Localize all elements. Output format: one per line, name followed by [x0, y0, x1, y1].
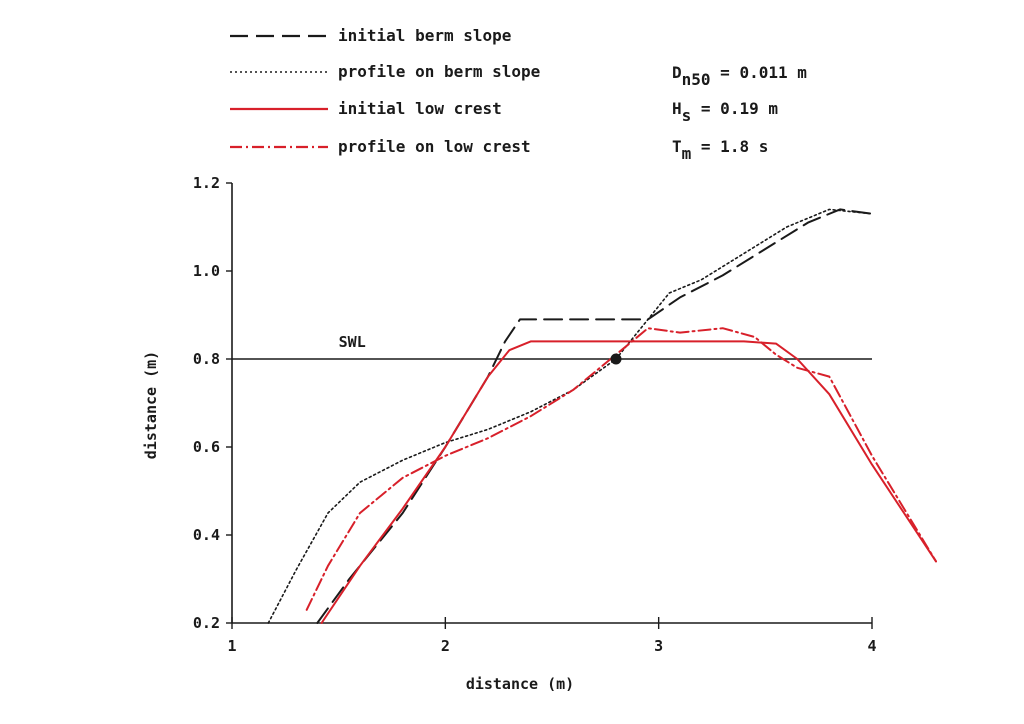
parameter-symbol: T: [672, 137, 682, 156]
parameter-subscript: m: [682, 144, 692, 163]
series-shadow-initial-low-crest: [321, 340, 937, 624]
parameter-subscript: n50: [682, 70, 711, 89]
parameter-value: = 1.8 s: [691, 137, 768, 156]
plot-area: SWL: [232, 208, 937, 624]
parameter-symbol: D: [672, 63, 682, 82]
swl-label: SWL: [339, 333, 366, 351]
parameter-text: Tm = 1.8 s: [672, 137, 768, 163]
x-tick-label: 3: [654, 637, 663, 655]
x-axis-label: distance (m): [466, 675, 574, 693]
series-line-initial-low-crest: [320, 340, 937, 624]
parameter-subscript: s: [682, 106, 692, 125]
legend: initial berm slope profile on berm slope i…: [230, 26, 540, 156]
parameter-value: = 0.19 m: [691, 99, 778, 118]
parameter-annotations: Dn50 = 0.011 m Hs = 0.19 m Tm = 1.8 s: [672, 63, 807, 163]
parameter-value: = 0.011 m: [711, 63, 808, 82]
series-line-initial-berm-slope: [316, 208, 873, 624]
series-line-profile-on-low-crest: [305, 327, 937, 611]
y-tick-label: 0.6: [193, 438, 220, 456]
axes: 0.2 0.4 0.6 0.8 1.0 1.2 1 2 3 4: [193, 174, 877, 655]
parameter-text: Hs = 0.19 m: [672, 99, 778, 125]
y-tick-label: 0.2: [193, 614, 220, 632]
y-tick-label: 0.8: [193, 350, 220, 368]
legend-label: profile on low crest: [338, 137, 531, 156]
y-tick-label: 1.2: [193, 174, 220, 192]
intersection-point: [610, 353, 622, 365]
x-tick-label: 4: [867, 637, 876, 655]
parameter-symbol: H: [672, 99, 682, 118]
x-tick-label: 1: [227, 637, 236, 655]
parameter-text: Dn50 = 0.011 m: [672, 63, 807, 89]
legend-label: profile on berm slope: [338, 62, 540, 81]
y-tick-label: 0.4: [193, 526, 220, 544]
x-tick-label: 2: [441, 637, 450, 655]
legend-label: initial berm slope: [338, 26, 511, 45]
series-shadow-profile-on-low-crest: [306, 327, 937, 611]
y-axis-label: distance (m): [142, 351, 160, 459]
legend-label: initial low crest: [338, 99, 502, 118]
series-line-profile-on-berm-slope: [267, 208, 873, 624]
y-tick-label: 1.0: [193, 262, 220, 280]
